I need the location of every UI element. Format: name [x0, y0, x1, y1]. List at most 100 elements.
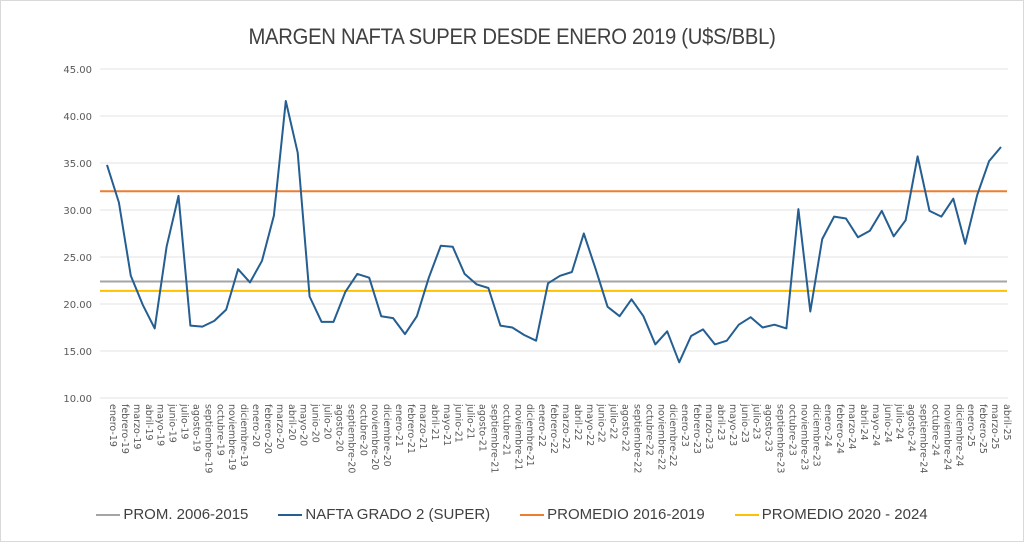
x-tick-label: noviembre-19: [226, 404, 237, 470]
x-tick-label: octubre-24: [929, 404, 940, 456]
legend-label: PROM. 2006-2015: [123, 506, 249, 523]
x-tick-label: enero-19: [107, 404, 118, 447]
x-tick-label: septiembre-20: [345, 404, 356, 473]
legend-item: NAFTA GRADO 2 (SUPER): [278, 506, 490, 523]
x-tick-label: abril-23: [715, 404, 726, 441]
x-tick-label: noviembre-22: [655, 404, 666, 470]
x-tick-label: septiembre-24: [918, 404, 929, 473]
x-tick-label: mayo-22: [584, 404, 595, 446]
legend-swatch: [96, 513, 121, 516]
series-line-nafta: [106, 100, 1002, 364]
legend-swatch: [278, 513, 303, 516]
x-tick-label: enero-20: [250, 404, 261, 447]
legend-label: PROMEDIO 2016-2019: [547, 506, 705, 523]
x-tick-label: diciembre-19: [238, 404, 249, 467]
x-tick-label: diciembre-21: [524, 404, 535, 467]
x-tick-label: abril-19: [143, 404, 154, 441]
x-tick-label: diciembre-22: [667, 404, 678, 467]
legend-label: PROMEDIO 2020 - 2024: [761, 506, 928, 523]
x-tick-label: noviembre-21: [512, 404, 523, 470]
y-tick-label: 20.00: [63, 300, 92, 311]
x-tick-label: octubre-22: [643, 404, 654, 456]
y-tick-label: 40.00: [63, 112, 92, 123]
x-tick-label: marzo-23: [703, 404, 714, 449]
x-tick-label: agosto-21: [477, 404, 488, 452]
x-tick-label: marzo-20: [274, 404, 285, 449]
legend-item: PROMEDIO 2020 - 2024: [734, 506, 928, 523]
y-tick-label: 30.00: [63, 206, 92, 217]
x-tick-label: octubre-23: [786, 404, 797, 456]
x-tick-label: junio-21: [453, 403, 464, 443]
x-tick-label: octubre-19: [214, 404, 225, 456]
x-tick-label: enero-22: [536, 404, 547, 447]
x-tick-label: julio-20: [322, 403, 333, 439]
x-tick-label: septiembre-19: [202, 404, 213, 473]
x-tick-label: agosto-22: [620, 404, 631, 452]
y-tick-label: 10.00: [63, 394, 92, 405]
x-tick-label: agosto-19: [190, 404, 201, 452]
x-tick-label: abril-25: [1001, 404, 1012, 441]
x-tick-label: mayo-19: [155, 404, 166, 446]
x-tick-label: septiembre-21: [488, 404, 499, 473]
x-tick-label: abril-21: [429, 404, 440, 441]
x-tick-label: noviembre-20: [369, 404, 380, 470]
x-tick-label: febrero-24: [834, 404, 845, 454]
x-tick-label: marzo-24: [846, 404, 857, 449]
y-axis-ticks: 10.00 15.00 20.00 25.00 30.00 35.00 40.00 45.00: [63, 65, 92, 405]
y-tick-label: 45.00: [63, 65, 92, 76]
x-axis-ticks: enero-19 febrero-19 marzo-19 abril-19 mayo-1…: [107, 403, 1012, 473]
x-tick-label: septiembre-23: [775, 404, 786, 473]
x-tick-label: mayo-24: [870, 404, 881, 446]
x-tick-label: diciembre-24: [953, 404, 964, 467]
x-tick-label: noviembre-24: [941, 404, 952, 470]
x-tick-label: junio-24: [882, 403, 893, 443]
x-tick-label: agosto-23: [763, 404, 774, 452]
y-tick-label: 35.00: [63, 159, 92, 170]
y-tick-label: 15.00: [63, 347, 92, 358]
x-tick-label: diciembre-23: [810, 404, 821, 467]
y-tick-label: 25.00: [63, 253, 92, 264]
x-tick-label: abril-20: [286, 404, 297, 441]
legend: PROM. 2006-2015 NAFTA GRADO 2 (SUPER) PROM…: [0, 506, 1024, 523]
legend-item: PROMEDIO 2016-2019: [520, 506, 705, 523]
x-tick-label: julio-22: [608, 403, 619, 439]
x-tick-label: enero-25: [965, 404, 976, 447]
legend-item: PROM. 2006-2015: [96, 506, 248, 523]
legend-swatch: [734, 513, 759, 516]
x-tick-label: marzo-19: [131, 404, 142, 449]
x-tick-label: marzo-22: [560, 404, 571, 449]
series-lines: [100, 100, 1007, 364]
x-tick-label: junio-22: [596, 403, 607, 443]
x-tick-label: febrero-19: [119, 404, 130, 454]
x-tick-label: enero-23: [679, 404, 690, 447]
x-tick-label: marzo-25: [989, 404, 1000, 449]
chart-title: MARGEN NAFTA SUPER DESDE ENERO 2019 (U$S…: [248, 24, 776, 49]
x-tick-label: noviembre-23: [798, 404, 809, 470]
x-tick-label: febrero-20: [262, 404, 273, 454]
x-tick-label: mayo-23: [727, 404, 738, 446]
x-tick-label: febrero-23: [691, 404, 702, 454]
legend-swatch: [520, 513, 545, 516]
x-tick-label: febrero-21: [405, 404, 416, 454]
x-tick-label: enero-24: [822, 404, 833, 447]
x-tick-label: julio-19: [179, 403, 190, 439]
x-tick-label: octubre-21: [500, 404, 511, 456]
x-tick-label: agosto-24: [906, 404, 917, 452]
legend-label: NAFTA GRADO 2 (SUPER): [305, 506, 491, 523]
x-tick-label: septiembre-22: [631, 404, 642, 473]
x-tick-label: junio-19: [167, 403, 178, 443]
x-tick-label: mayo-20: [298, 404, 309, 446]
x-tick-label: octubre-20: [357, 404, 368, 456]
x-tick-label: junio-20: [310, 403, 321, 443]
x-tick-label: febrero-25: [977, 404, 988, 454]
x-tick-label: mayo-21: [441, 404, 452, 446]
x-tick-label: enero-21: [393, 404, 404, 447]
x-tick-label: marzo-21: [417, 404, 428, 449]
x-tick-label: junio-23: [739, 403, 750, 443]
gridlines: [100, 68, 1008, 399]
x-tick-label: abril-24: [858, 404, 869, 441]
x-tick-label: agosto-20: [333, 404, 344, 452]
x-tick-label: julio-21: [465, 403, 476, 439]
